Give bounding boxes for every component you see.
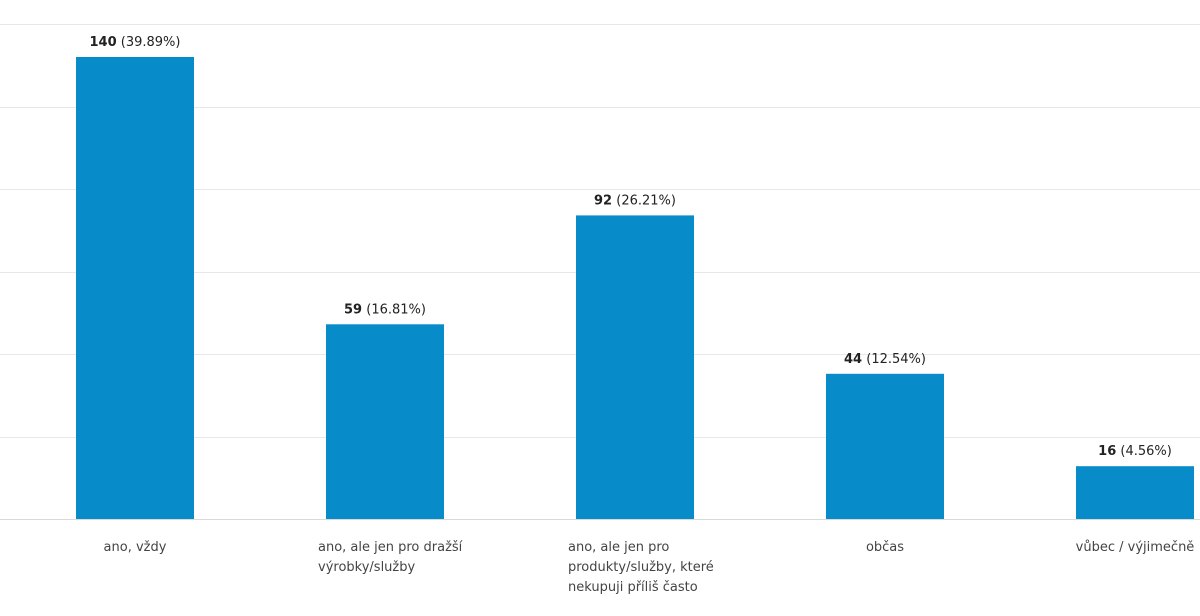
category-label: vůbec / výjimečně <box>1076 540 1195 555</box>
data-label: 44 (12.54%) <box>844 352 926 367</box>
bar <box>326 324 444 519</box>
data-label-percent: (12.54%) <box>862 352 926 367</box>
category-label-line: ano, vždy <box>104 540 167 555</box>
value-labels: 140 (39.89%) 59 (16.81%) 92 (26.21%) 44 (12… <box>90 35 1172 459</box>
category-label: ano, ale jen pro dražší výrobky/služby <box>318 540 463 575</box>
data-label-count: 16 <box>1098 444 1116 459</box>
data-label-percent: (4.56%) <box>1116 444 1172 459</box>
bar <box>1076 466 1194 519</box>
data-label-percent: (16.81%) <box>362 302 426 317</box>
category-label-line: ano, ale jen pro <box>568 540 669 555</box>
bar <box>576 215 694 519</box>
data-label: 140 (39.89%) <box>90 35 181 50</box>
category-label-line: občas <box>866 540 904 555</box>
data-label-count: 44 <box>844 352 862 367</box>
category-label-line: ano, ale jen pro dražší <box>318 540 463 555</box>
data-label: 16 (4.56%) <box>1098 444 1172 459</box>
data-label-count: 92 <box>594 193 612 208</box>
data-label-percent: (39.89%) <box>117 35 181 50</box>
category-label-line: vůbec / výjimečně <box>1076 540 1195 555</box>
bar <box>76 57 194 519</box>
bar <box>826 373 944 519</box>
data-label: 59 (16.81%) <box>344 302 426 317</box>
data-label-percent: (26.21%) <box>612 193 676 208</box>
category-label-line: nekupuji příliš často <box>568 580 698 595</box>
data-label: 92 (26.21%) <box>594 193 676 208</box>
category-label-line: produkty/služby, které <box>568 560 714 575</box>
category-label: ano, vždy <box>104 540 167 555</box>
data-label-count: 59 <box>344 302 362 317</box>
bars <box>76 57 1194 519</box>
category-label-line: výrobky/služby <box>318 560 415 575</box>
category-label: ano, ale jen pro produkty/služby, které ne… <box>568 540 714 595</box>
data-label-count: 140 <box>90 35 117 50</box>
category-label: občas <box>866 540 904 555</box>
category-labels: ano, vždy ano, ale jen pro dražší výrobky/… <box>104 540 1195 595</box>
